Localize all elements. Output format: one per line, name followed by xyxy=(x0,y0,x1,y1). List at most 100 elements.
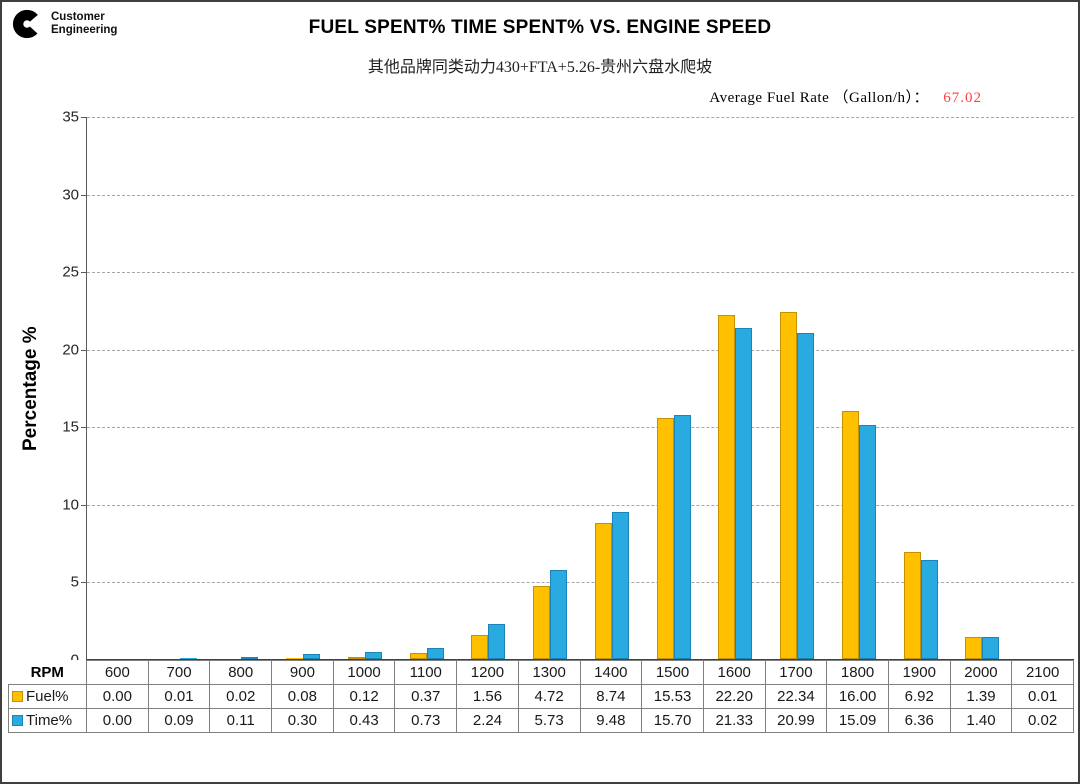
bar-group-1600 xyxy=(705,117,767,659)
cell-time-1300: 5.73 xyxy=(517,708,581,733)
cell-time-1100: 0.73 xyxy=(394,708,458,733)
bar-time-1400 xyxy=(611,512,629,659)
gridline-30 xyxy=(87,194,1074,196)
bar-group-2100 xyxy=(1013,117,1075,659)
y-tick-label-15: 15 xyxy=(62,418,79,436)
y-tick-20 xyxy=(81,349,87,351)
y-tick-label-10: 10 xyxy=(62,496,79,514)
cell-fuel-2100: 0.01 xyxy=(1011,684,1074,709)
bar-time-1900 xyxy=(920,560,938,659)
cell-time-2100: 0.02 xyxy=(1011,708,1074,733)
bar-group-2000 xyxy=(952,117,1014,659)
bar-fuel-1100 xyxy=(409,653,427,659)
rpm-header-1300: 1300 xyxy=(517,660,581,685)
cell-time-900: 0.30 xyxy=(271,708,334,733)
rpm-header-1000: 1000 xyxy=(332,660,396,685)
rpm-header-1200: 1200 xyxy=(456,660,519,685)
cell-fuel-1200: 1.56 xyxy=(456,684,519,709)
gridline-25 xyxy=(87,272,1074,274)
cell-time-800: 0.11 xyxy=(209,708,273,733)
rpm-header-1700: 1700 xyxy=(764,660,828,685)
rpm-header-2000: 2000 xyxy=(949,660,1013,685)
rpm-header-600: 600 xyxy=(86,660,149,685)
y-tick-label-5: 5 xyxy=(70,573,79,591)
legend-label-time: Time% xyxy=(8,708,87,733)
bar-time-1800 xyxy=(858,425,876,659)
cell-fuel-900: 0.08 xyxy=(271,684,334,709)
table-header-row: RPM 600 700 800 900 1000 1100 1200 1300 1400 1500 1… xyxy=(8,660,1074,685)
rpm-header-900: 900 xyxy=(271,660,334,685)
cell-time-1600: 21.33 xyxy=(702,708,766,733)
bar-group-1200 xyxy=(458,117,520,659)
chart-subtitle: 其他品牌同类动力430+FTA+5.26-贵州六盘水爬坡 xyxy=(367,59,713,76)
cummins-logo: Customer Engineering xyxy=(12,7,125,41)
bar-group-1900 xyxy=(890,117,952,659)
bar-time-1600 xyxy=(735,328,753,659)
bar-group-700 xyxy=(149,117,211,659)
cell-fuel-1600: 22.20 xyxy=(702,684,766,709)
cell-fuel-1700: 22.34 xyxy=(764,684,828,709)
average-fuel-rate-label: Average Fuel Rate （Gallon/h）： xyxy=(709,90,929,106)
y-tick-30 xyxy=(81,194,87,196)
cell-time-1000: 0.43 xyxy=(332,708,396,733)
bar-group-1500 xyxy=(643,117,705,659)
bar-group-600 xyxy=(87,117,149,659)
cell-fuel-1000: 0.12 xyxy=(332,684,396,709)
bar-time-1500 xyxy=(673,415,691,659)
rpm-header-1900: 1900 xyxy=(887,660,951,685)
rpm-header-2100: 2100 xyxy=(1011,660,1074,685)
bar-fuel-1600 xyxy=(718,315,736,659)
gridline-35 xyxy=(87,117,1074,118)
cell-time-1700: 20.99 xyxy=(764,708,828,733)
bar-time-1100 xyxy=(426,648,444,659)
cell-fuel-1300: 4.72 xyxy=(517,684,581,709)
gridline-20 xyxy=(87,349,1074,351)
bar-fuel-1500 xyxy=(656,418,674,659)
rpm-header-1100: 1100 xyxy=(394,660,458,685)
bar-time-1200 xyxy=(488,624,506,659)
cell-fuel-700: 0.01 xyxy=(147,684,211,709)
legend-swatch-fuel xyxy=(12,691,23,702)
cell-time-600: 0.00 xyxy=(86,708,149,733)
bar-fuel-1800 xyxy=(841,411,859,659)
bar-group-900 xyxy=(272,117,334,659)
bar-time-900 xyxy=(303,654,321,659)
cell-fuel-1900: 6.92 xyxy=(887,684,951,709)
cell-time-700: 0.09 xyxy=(147,708,211,733)
y-tick-label-30: 30 xyxy=(62,186,79,204)
bar-group-800 xyxy=(211,117,273,659)
data-table: RPM 600 700 800 900 1000 1100 1200 1300 1400 1500 1… xyxy=(8,660,1074,733)
gridline-10 xyxy=(87,504,1074,506)
cell-time-1500: 15.70 xyxy=(641,708,704,733)
cell-fuel-1800: 16.00 xyxy=(826,684,889,709)
y-tick-15 xyxy=(81,427,87,429)
bar-fuel-1300 xyxy=(533,586,551,659)
table-row-time: Time% 0.00 0.09 0.11 0.30 0.43 0.73 2.24 5.73 9.4… xyxy=(8,708,1074,733)
bar-time-2000 xyxy=(982,637,1000,659)
cell-time-1900: 6.36 xyxy=(887,708,951,733)
legend-label-fuel: Fuel% xyxy=(8,684,87,709)
y-tick-25 xyxy=(81,272,87,274)
rpm-header-1500: 1500 xyxy=(641,660,704,685)
bar-group-1700 xyxy=(766,117,828,659)
bar-time-700 xyxy=(179,658,197,659)
gridline-15 xyxy=(87,427,1074,429)
plot-area: 05101520253035 xyxy=(62,109,1075,669)
average-fuel-rate-value: 67.02 xyxy=(943,90,982,106)
y-tick-label-20: 20 xyxy=(62,341,79,359)
cell-fuel-2000: 1.39 xyxy=(949,684,1013,709)
bar-fuel-2000 xyxy=(965,637,983,659)
bar-group-1300 xyxy=(519,117,581,659)
bar-fuel-900 xyxy=(286,658,304,659)
chart-title: FUEL SPENT% TIME SPENT% VS. ENGINE SPEED xyxy=(308,17,772,38)
cell-fuel-800: 0.02 xyxy=(209,684,273,709)
bar-time-1700 xyxy=(797,333,815,659)
cell-time-1800: 15.09 xyxy=(826,708,889,733)
bar-time-1000 xyxy=(364,652,382,659)
bar-group-1800 xyxy=(828,117,890,659)
bar-fuel-1400 xyxy=(594,523,612,659)
bar-time-1300 xyxy=(550,570,568,659)
cell-fuel-1400: 8.74 xyxy=(579,684,643,709)
rpm-header-1400: 1400 xyxy=(579,660,643,685)
